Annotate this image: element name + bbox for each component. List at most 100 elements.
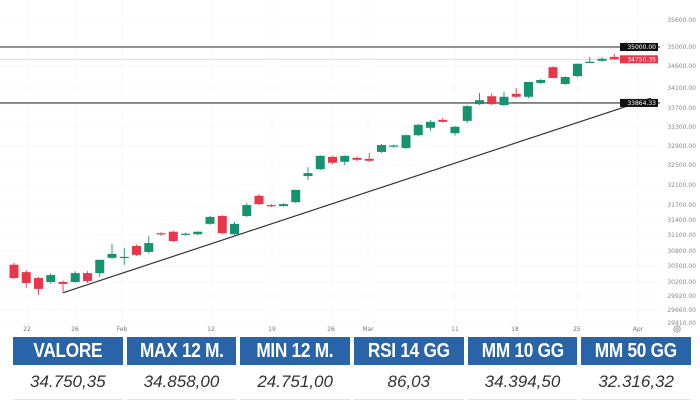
trendline-segment[interactable] [62,97,652,294]
grid [0,0,660,324]
x-tick-label: 22 [23,326,31,333]
candle-up [291,189,301,204]
candle-body [389,145,399,147]
candle-up [560,76,570,85]
candle-up [205,215,215,225]
x-tick-label: 26 [327,326,335,333]
gear-icon[interactable] [673,325,681,333]
candle-down [21,270,31,288]
candle-body [291,189,301,203]
candle-up [573,63,582,78]
candle-body [499,96,509,106]
candle-body [597,58,607,61]
candle-down [364,152,374,162]
candle-body [585,61,595,63]
candle-up [475,92,484,106]
y-tick-label: 29660.00 [667,307,696,314]
stat-mm-10: MM 10 GG 34.394,50 [467,337,578,400]
last-price-label: 34750.35 [627,56,656,63]
candle-body [352,157,362,160]
level-label: 35000.00 [627,44,656,51]
candle-up [340,155,350,166]
candle-body [83,273,92,281]
x-tick-label: 12 [207,326,215,333]
candle-down [168,230,178,243]
level-label: 33864.33 [627,100,656,107]
candle-up [303,167,313,181]
candle-up [315,155,325,171]
x-tick-label: 26 [71,326,79,333]
candle-body [156,233,166,235]
candle-down [254,194,264,206]
y-tick-label: 31100.00 [667,232,696,239]
candle-down [487,93,497,106]
price-labels: 35000.00 33864.33 34750.35 [620,43,658,107]
stat-min-12m: MIN 12 M. 24.751,00 [240,337,350,400]
candle-body [438,119,448,122]
candle-body [475,100,484,105]
stat-valore: VALORE 34.750,35 [13,337,123,400]
x-tick-label: 11 [451,326,459,333]
candle-up [144,236,154,254]
level-label-box [620,98,658,107]
y-tick-label: 30500.00 [667,263,696,270]
candle-down [511,87,521,99]
candle-body [95,259,105,274]
candle-up [413,123,423,137]
x-tick-label: 25 [573,326,581,333]
candle-up [193,231,203,236]
candle-up [95,259,105,278]
stat-value: 86,03 [353,365,464,400]
candlestick-chart[interactable]: 35600.00 35000.00 34600.00 34100.00 33700.00… [0,0,700,336]
y-tick-label: 29920.00 [667,293,696,300]
candle-up [230,221,239,236]
stat-label: MAX 12 M. [134,337,229,365]
stat-value: 24.751,00 [240,365,350,400]
trendline[interactable] [62,97,652,294]
candle-up [597,57,607,62]
candle-body [450,126,460,134]
candle-down [352,156,362,162]
last-price-label-box [620,55,658,64]
candle-body [426,121,435,128]
candle-body [144,243,154,252]
y-axis: 35600.00 35000.00 34600.00 34100.00 33700.00… [667,17,696,327]
stat-label: MM 10 GG [475,337,570,365]
candle-body [254,195,264,205]
y-tick-label: 29410.00 [667,320,696,327]
candle-body [242,205,252,216]
candle-down [58,280,68,293]
y-tick-label: 33700.00 [667,105,696,112]
y-tick-label: 32100.00 [667,182,696,189]
stat-value: 34.750,35 [13,365,123,400]
x-tick-label: 18 [511,326,519,333]
y-tick-label: 34100.00 [667,85,696,92]
candle-body [413,124,423,136]
horizontal-levels[interactable] [0,46,660,104]
candle-body [193,231,203,235]
stat-label: MIN 12 M. [248,337,343,365]
y-tick-label: 34600.00 [667,63,696,70]
stat-label: RSI 14 GG [361,337,456,365]
candle-body [107,253,117,258]
y-tick-label: 30200.00 [667,279,696,286]
y-tick-label: 35000.00 [667,44,696,51]
candle-down [132,244,141,256]
stat-label: MM 50 GG [589,337,684,365]
candle-body [168,231,178,242]
candle-body [266,205,276,207]
candle-body [573,63,582,77]
y-tick-label: 32500.00 [667,162,696,169]
candle-up [377,144,386,153]
candle-body [303,173,313,177]
x-tick-label: Feb [117,326,128,333]
candle-body [58,281,68,284]
candle-body [119,256,129,259]
candle-up [70,271,80,283]
candle-body [401,135,411,148]
y-tick-label: 30800.00 [667,248,696,255]
candle-body [21,272,31,283]
candle-body [315,155,325,170]
candle-up [426,119,435,131]
candle-up [524,81,533,99]
